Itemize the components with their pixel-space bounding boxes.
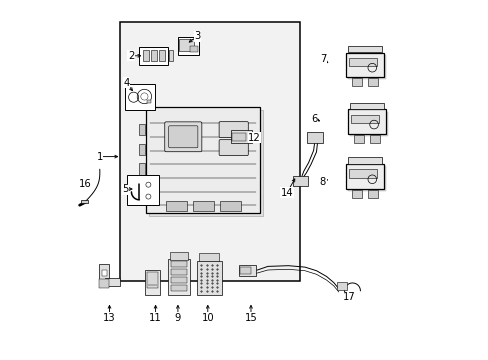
Bar — [231, 130, 251, 143]
Bar — [146, 107, 259, 213]
Bar — [170, 252, 187, 260]
Bar — [347, 109, 385, 134]
Bar — [126, 175, 159, 205]
FancyBboxPatch shape — [219, 122, 248, 138]
Bar — [238, 265, 256, 276]
Bar — [351, 190, 362, 198]
Bar — [125, 84, 155, 110]
FancyBboxPatch shape — [168, 126, 198, 148]
Bar — [147, 100, 151, 103]
Bar — [81, 200, 87, 203]
Bar — [99, 279, 109, 288]
Bar — [349, 103, 383, 109]
Bar — [142, 50, 148, 61]
Text: 7: 7 — [319, 54, 325, 64]
Text: 16: 16 — [79, 179, 92, 189]
Bar — [196, 261, 222, 295]
Bar — [192, 201, 213, 211]
Text: 9: 9 — [174, 312, 181, 323]
Bar — [151, 50, 156, 61]
Bar — [347, 157, 381, 164]
Text: 12: 12 — [248, 132, 261, 143]
Bar — [367, 78, 377, 86]
Bar — [348, 169, 377, 178]
Bar — [178, 37, 199, 55]
Bar — [199, 253, 219, 261]
Bar — [139, 144, 144, 155]
Text: 1: 1 — [97, 152, 103, 162]
Bar — [178, 39, 194, 51]
Text: 14: 14 — [280, 188, 293, 198]
Bar — [351, 78, 362, 86]
Bar — [347, 46, 381, 52]
Bar — [367, 190, 377, 198]
Bar — [346, 164, 383, 189]
Text: 3: 3 — [194, 31, 201, 41]
Bar — [369, 135, 379, 143]
Bar — [251, 134, 255, 140]
Bar — [105, 278, 120, 286]
Bar — [145, 270, 160, 295]
Bar — [306, 132, 322, 143]
Bar — [350, 114, 379, 123]
Bar — [168, 50, 172, 61]
Bar — [292, 176, 307, 186]
Bar — [171, 277, 186, 283]
Bar — [347, 166, 386, 191]
Bar — [239, 267, 251, 274]
Bar — [353, 135, 363, 143]
Bar — [99, 264, 109, 285]
Bar — [219, 201, 240, 211]
Bar — [348, 58, 377, 66]
Text: 4: 4 — [123, 78, 129, 88]
Text: 17: 17 — [342, 292, 355, 302]
Bar — [190, 46, 197, 51]
Bar — [171, 261, 186, 267]
Bar — [139, 47, 168, 65]
Bar — [139, 183, 144, 195]
Bar — [231, 133, 245, 141]
Text: 10: 10 — [201, 312, 214, 323]
Text: 2: 2 — [128, 51, 134, 61]
Text: 6: 6 — [311, 114, 317, 124]
Text: 8: 8 — [319, 177, 325, 187]
Bar — [346, 53, 383, 77]
Bar — [165, 201, 186, 211]
Bar — [336, 282, 346, 290]
Bar — [102, 270, 106, 276]
Bar — [147, 271, 158, 288]
Text: 11: 11 — [149, 312, 162, 323]
Bar — [139, 124, 144, 135]
Bar — [349, 112, 387, 136]
Bar — [171, 269, 186, 275]
FancyBboxPatch shape — [219, 140, 248, 156]
Bar — [171, 285, 186, 291]
Bar — [120, 22, 300, 281]
Text: 13: 13 — [103, 312, 116, 323]
Text: 5: 5 — [122, 184, 129, 194]
FancyBboxPatch shape — [164, 122, 202, 152]
Bar — [347, 55, 386, 79]
Bar — [149, 110, 262, 216]
Bar — [159, 50, 164, 61]
Text: 15: 15 — [244, 312, 257, 323]
Bar — [168, 259, 189, 295]
Bar — [139, 163, 144, 175]
